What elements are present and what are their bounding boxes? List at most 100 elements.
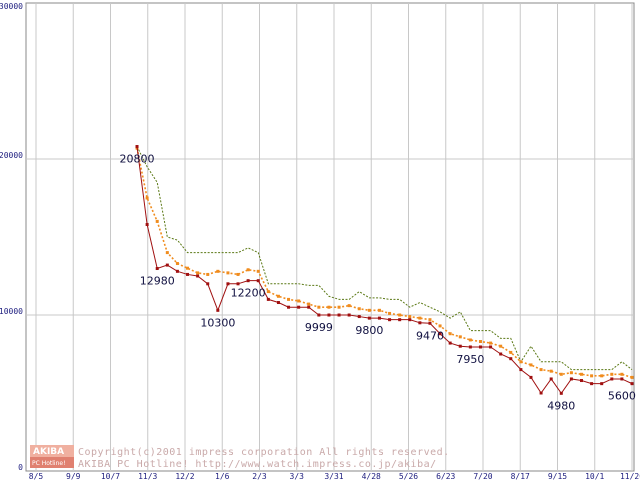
plot-area	[25, 2, 635, 472]
data-point	[398, 313, 402, 317]
data-point	[600, 374, 604, 378]
data-point	[357, 307, 361, 311]
data-point	[196, 274, 200, 278]
data-label: 9470	[416, 329, 444, 342]
x-tick-label: 4/28	[362, 472, 381, 480]
data-point	[418, 316, 422, 320]
data-point	[155, 267, 159, 271]
data-point	[186, 266, 190, 270]
data-point	[549, 369, 553, 373]
x-tick-label: 3/3	[290, 472, 305, 480]
data-point	[307, 305, 311, 309]
data-label: 5600	[608, 390, 636, 403]
logo-bottom-text: PC Hotline!	[32, 460, 65, 467]
data-point	[165, 251, 169, 255]
data-point	[408, 315, 412, 319]
y-tick-label: 20000	[0, 151, 23, 160]
data-point	[579, 372, 583, 376]
data-point	[438, 332, 442, 336]
data-label: 4980	[547, 399, 575, 412]
data-point	[600, 382, 604, 386]
data-point	[135, 145, 139, 149]
data-labels: 20800 12980 10300 12200 9999 9800 9470 7950 4980…	[120, 153, 636, 413]
x-tick-label: 6/23	[436, 472, 455, 480]
data-point	[186, 272, 190, 276]
data-point	[428, 321, 432, 325]
data-label: 9800	[355, 324, 383, 337]
data-point	[266, 290, 270, 294]
data-point	[398, 318, 402, 322]
data-point	[256, 269, 260, 273]
data-point	[145, 223, 149, 227]
data-point	[499, 352, 503, 356]
data-point	[499, 344, 503, 348]
x-tick-label: 11/20	[620, 472, 640, 480]
data-point	[610, 372, 614, 376]
series-line-average-price	[136, 147, 633, 379]
data-point	[216, 269, 220, 273]
y-tick-label: 10000	[0, 307, 23, 316]
data-point	[377, 308, 381, 312]
data-point	[226, 282, 230, 286]
data-label: 12980	[140, 275, 175, 288]
data-label: 7950	[456, 353, 484, 366]
x-axis-ticks: 8/5 9/9 10/7 11/3 12/2 1/6 2/3 3/3 3/31 4/28 5/26 6…	[29, 472, 640, 480]
data-point	[620, 372, 624, 376]
x-tick-label: 9/15	[548, 472, 567, 480]
data-point	[489, 345, 493, 349]
x-tick-label: 3/31	[324, 472, 343, 480]
akiba-logo: AKIBA PC Hotline!	[30, 445, 74, 468]
vertical-gridlines	[35, 3, 633, 471]
x-tick-label: 7/20	[473, 472, 492, 480]
x-tick-label: 5/26	[399, 472, 418, 480]
data-point	[539, 368, 543, 372]
data-point	[458, 344, 462, 348]
x-tick-label: 8/17	[511, 472, 530, 480]
data-point	[276, 301, 280, 305]
x-tick-label: 11/3	[138, 472, 157, 480]
logo-top-text: AKIBA	[33, 447, 64, 457]
data-point	[388, 318, 392, 322]
x-tick-label: 10/7	[101, 472, 120, 480]
data-point	[519, 368, 523, 372]
x-tick-label: 9/9	[66, 472, 81, 480]
data-point	[327, 305, 331, 309]
data-point	[297, 305, 301, 309]
data-point	[539, 391, 543, 395]
data-point	[519, 360, 523, 364]
data-point	[196, 271, 200, 275]
data-label: 20800	[120, 153, 155, 166]
data-point	[509, 350, 513, 354]
copyright-watermark: AKIBA PC Hotline! Copyright(c)2001 impre…	[30, 445, 449, 470]
x-tick-label: 2/3	[252, 472, 267, 480]
data-point	[206, 282, 210, 286]
data-point	[549, 377, 553, 381]
data-point	[246, 279, 250, 283]
data-label: 9999	[305, 321, 333, 334]
data-label: 12200	[231, 287, 266, 300]
data-point	[448, 332, 452, 336]
data-point	[509, 357, 513, 361]
data-point	[559, 391, 563, 395]
data-point	[327, 313, 331, 317]
x-tick-label: 12/2	[175, 472, 194, 480]
data-point	[438, 324, 442, 328]
y-axis-ticks: 0 10000 20000 30000	[0, 2, 23, 472]
data-point	[367, 308, 371, 312]
data-point	[529, 363, 533, 367]
series-layer	[135, 145, 634, 395]
data-point	[287, 305, 291, 309]
data-point	[377, 316, 381, 320]
data-point	[408, 318, 412, 322]
data-point	[266, 297, 270, 301]
data-point	[489, 341, 493, 345]
data-point	[175, 262, 179, 266]
data-point	[155, 219, 159, 223]
data-point	[145, 196, 149, 200]
data-point	[236, 272, 240, 276]
data-point	[428, 318, 432, 322]
y-tick-label: 30000	[0, 2, 23, 11]
data-point	[246, 268, 250, 272]
data-point	[357, 315, 361, 319]
data-point	[347, 313, 351, 317]
